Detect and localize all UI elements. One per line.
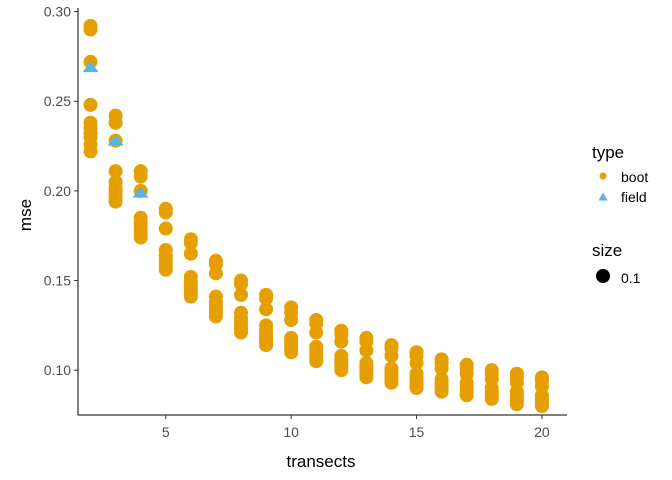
boot-point bbox=[133, 169, 148, 184]
boot-point bbox=[183, 246, 198, 261]
boot-point bbox=[434, 361, 449, 376]
boot-point bbox=[534, 399, 549, 414]
boot-point bbox=[259, 302, 274, 317]
boot-point bbox=[158, 262, 173, 277]
y-axis-title: mse bbox=[16, 199, 35, 231]
legend-size-title: size bbox=[592, 241, 622, 260]
legend-size-marker bbox=[596, 269, 610, 283]
legend-boot-label: boot bbox=[621, 169, 648, 185]
boot-point bbox=[234, 325, 248, 340]
boot-point bbox=[334, 334, 349, 349]
boot-point bbox=[208, 266, 223, 281]
boot-point bbox=[384, 375, 399, 390]
boot-point bbox=[434, 384, 449, 399]
boot-point bbox=[409, 381, 424, 396]
boot-point bbox=[309, 325, 324, 340]
y-tick-label: 0.30 bbox=[44, 4, 71, 20]
y-tick-label: 0.15 bbox=[44, 273, 71, 289]
y-axis-ticks: 0.10 0.15 0.20 0.25 0.30 bbox=[44, 4, 78, 378]
field-point bbox=[82, 61, 99, 73]
field-point bbox=[107, 134, 124, 146]
legend-field-marker bbox=[598, 192, 608, 201]
boot-point bbox=[108, 164, 123, 179]
boot-point bbox=[83, 97, 98, 112]
boot-point bbox=[259, 291, 274, 306]
x-axis-title: transects bbox=[287, 452, 356, 471]
boot-point bbox=[284, 345, 299, 360]
boot-point bbox=[158, 205, 173, 220]
boot-point bbox=[133, 230, 148, 245]
boot-point bbox=[334, 363, 349, 378]
field-point bbox=[132, 186, 149, 198]
boot-point bbox=[234, 287, 248, 302]
x-axis-ticks: 5 10 15 20 bbox=[162, 415, 550, 440]
boot-point bbox=[158, 221, 173, 236]
legend-size-label: 0.1 bbox=[621, 270, 641, 286]
boot-point bbox=[409, 356, 424, 371]
legend-size: size 0.1 bbox=[592, 241, 641, 286]
boot-point bbox=[208, 309, 223, 324]
boot-point bbox=[309, 354, 324, 369]
x-tick-label: 15 bbox=[409, 424, 425, 440]
boot-point bbox=[359, 343, 374, 358]
x-tick-label: 20 bbox=[534, 424, 550, 440]
y-tick-label: 0.10 bbox=[44, 362, 71, 378]
boot-point bbox=[284, 312, 299, 327]
legend-type-title: type bbox=[592, 143, 624, 162]
x-tick-label: 5 bbox=[162, 424, 170, 440]
boot-point bbox=[83, 22, 98, 37]
boot-point bbox=[183, 289, 198, 304]
boot-point bbox=[384, 348, 399, 363]
points-layer bbox=[82, 18, 549, 414]
boot-point bbox=[459, 388, 474, 403]
legend-field-label: field bbox=[621, 189, 647, 205]
boot-point bbox=[359, 370, 374, 385]
boot-point bbox=[108, 115, 123, 130]
boot-point bbox=[259, 338, 274, 353]
boot-point bbox=[183, 235, 198, 250]
y-tick-label: 0.20 bbox=[44, 183, 71, 199]
boot-point bbox=[83, 144, 98, 159]
y-tick-label: 0.25 bbox=[44, 93, 71, 109]
boot-point bbox=[484, 391, 499, 406]
x-tick-label: 10 bbox=[283, 424, 299, 440]
boot-point bbox=[234, 277, 248, 292]
legend-type: type boot field bbox=[592, 143, 648, 205]
legend-boot-marker bbox=[599, 172, 607, 180]
boot-point bbox=[108, 194, 123, 209]
boot-point bbox=[509, 397, 524, 412]
